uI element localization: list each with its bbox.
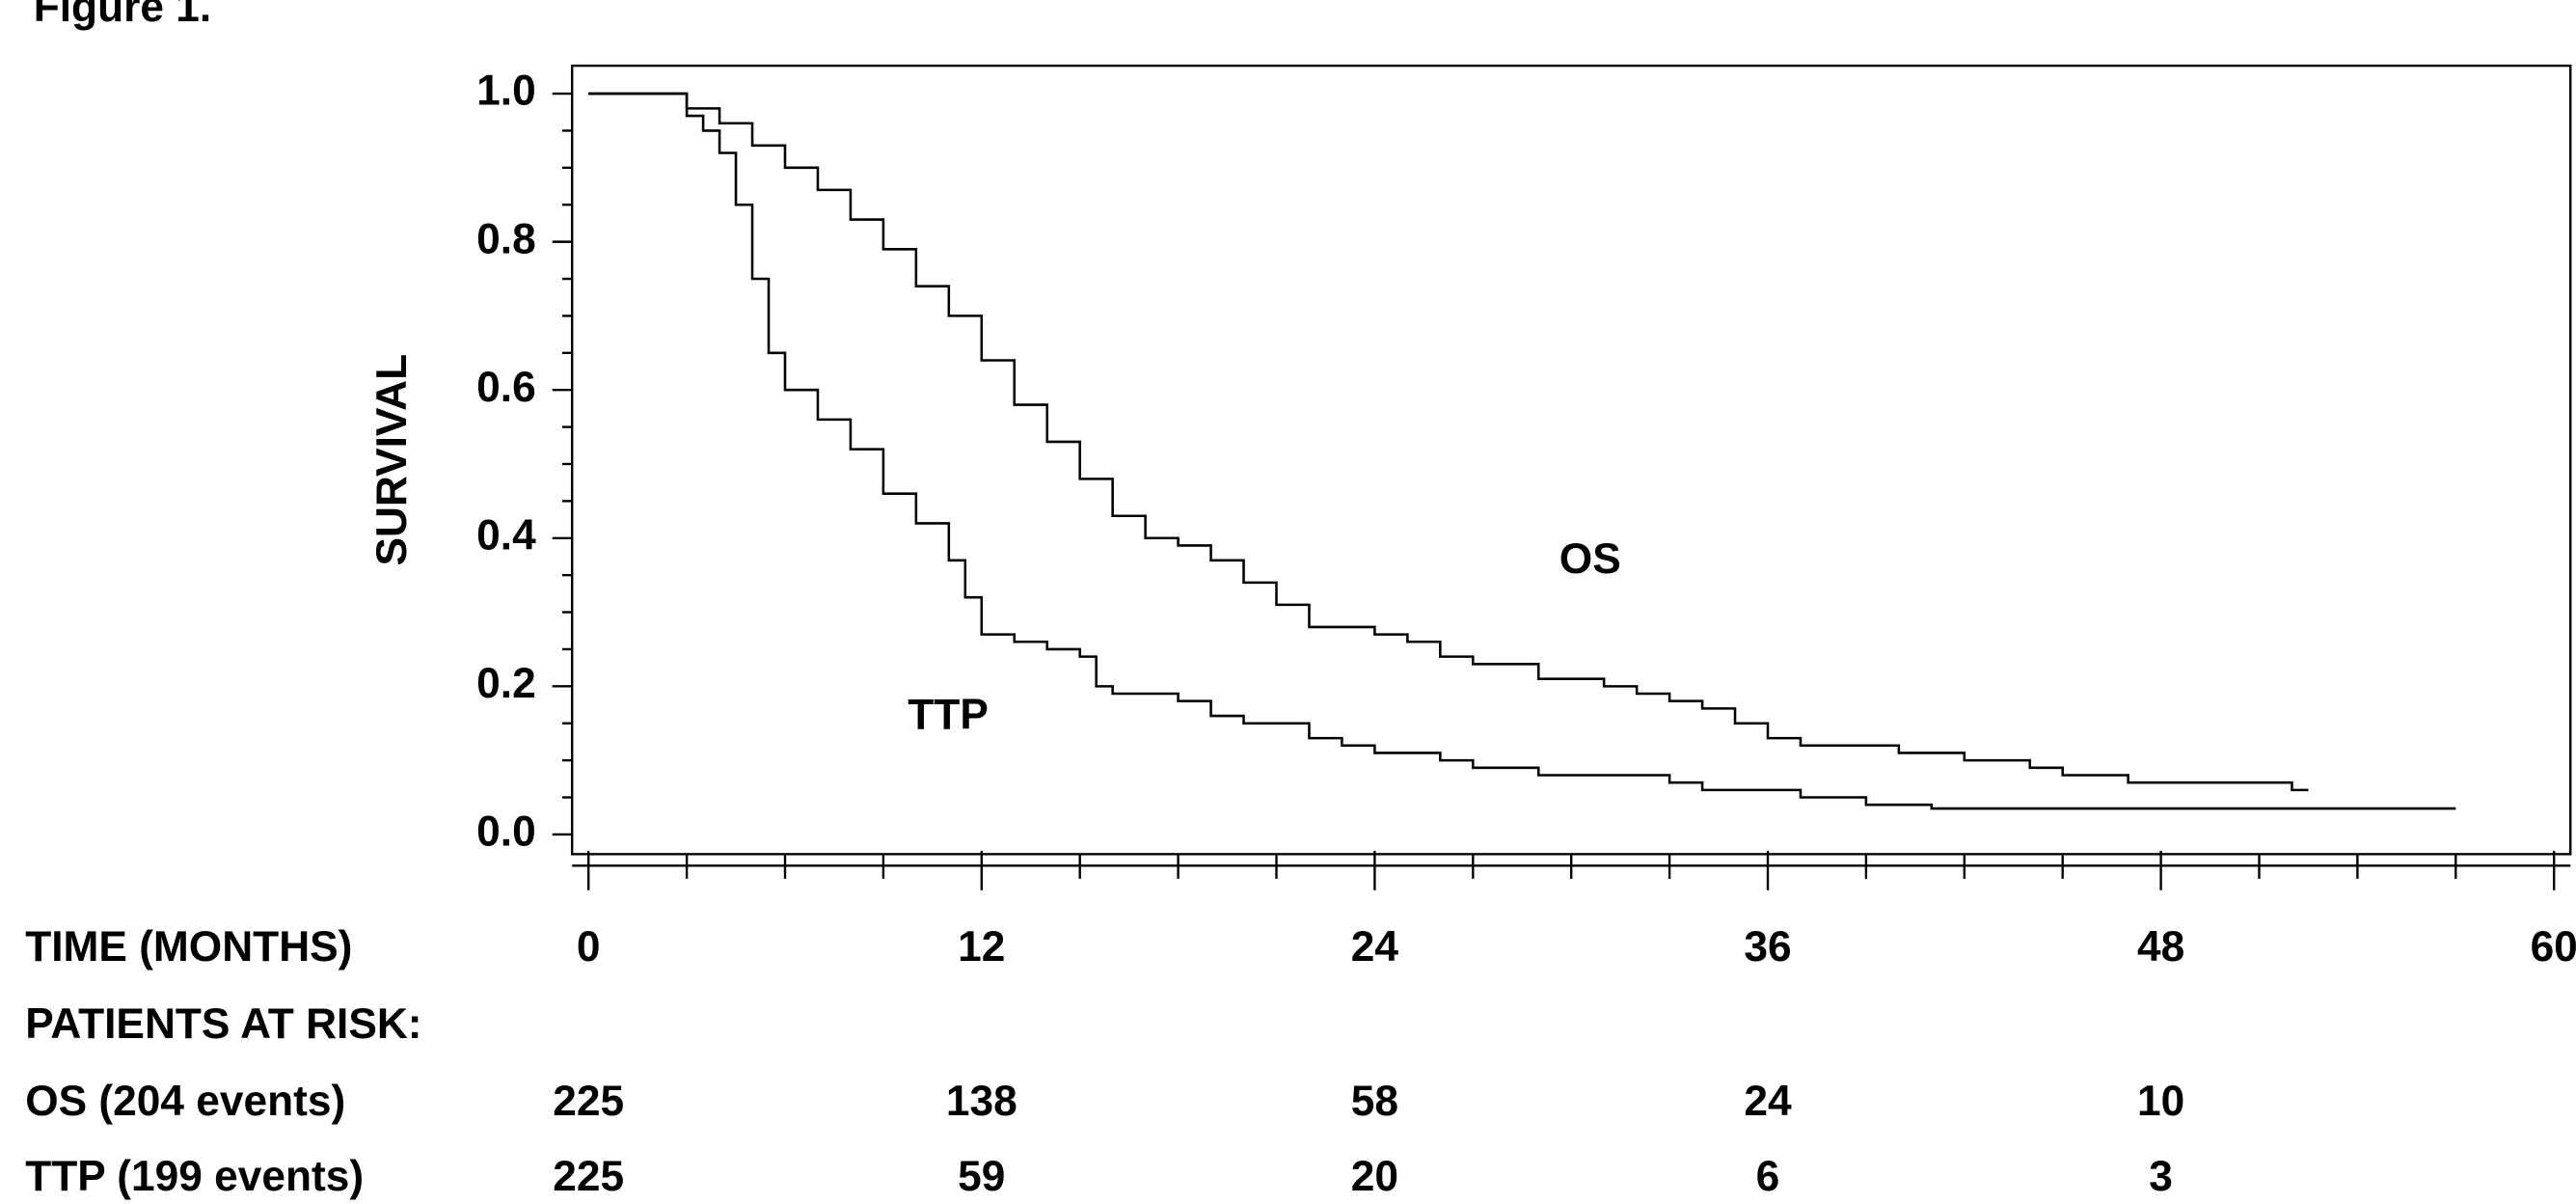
- at-risk-label: OS (204 events): [25, 1078, 345, 1125]
- x-tick-label: 36: [1744, 923, 1791, 971]
- at-risk-value: 225: [553, 1153, 624, 1200]
- x-tick-label: 24: [1351, 923, 1399, 971]
- y-tick-label: 0.0: [476, 808, 536, 856]
- at-risk-value: 20: [1351, 1153, 1398, 1200]
- at-risk-title: PATIENTS AT RISK:: [25, 1000, 421, 1048]
- at-risk-value: 24: [1744, 1078, 1792, 1125]
- y-axis-label: SURVIVAL: [368, 354, 416, 566]
- curve-label: TTP: [908, 692, 989, 739]
- at-risk-value: 138: [946, 1078, 1017, 1125]
- y-tick-label: 0.6: [476, 364, 536, 411]
- at-risk-value: 3: [2149, 1153, 2173, 1200]
- y-tick-label: 0.2: [476, 660, 536, 707]
- chart-title: Figure 1.: [34, 0, 211, 31]
- x-tick-label: 0: [577, 923, 601, 971]
- curve-label: OS: [1559, 535, 1621, 583]
- at-risk-value: 58: [1351, 1078, 1398, 1125]
- survival-curve: [588, 92, 2456, 810]
- at-risk-value: 10: [2137, 1078, 2184, 1125]
- at-risk-label: TTP (199 events): [25, 1153, 364, 1200]
- y-tick-label: 0.4: [476, 511, 536, 559]
- x-axis-label: TIME (MONTHS): [25, 923, 352, 971]
- at-risk-value: 225: [553, 1078, 624, 1125]
- y-tick-label: 0.8: [476, 215, 536, 262]
- x-tick-label: 12: [958, 923, 1005, 971]
- plot-frame: [570, 64, 2572, 856]
- survival-curve: [588, 92, 2309, 792]
- at-risk-value: 6: [1756, 1153, 1780, 1200]
- at-risk-value: 59: [958, 1153, 1005, 1200]
- x-tick-label: 60: [2531, 923, 2576, 971]
- y-tick-label: 1.0: [476, 68, 536, 115]
- x-tick-label: 48: [2137, 923, 2184, 971]
